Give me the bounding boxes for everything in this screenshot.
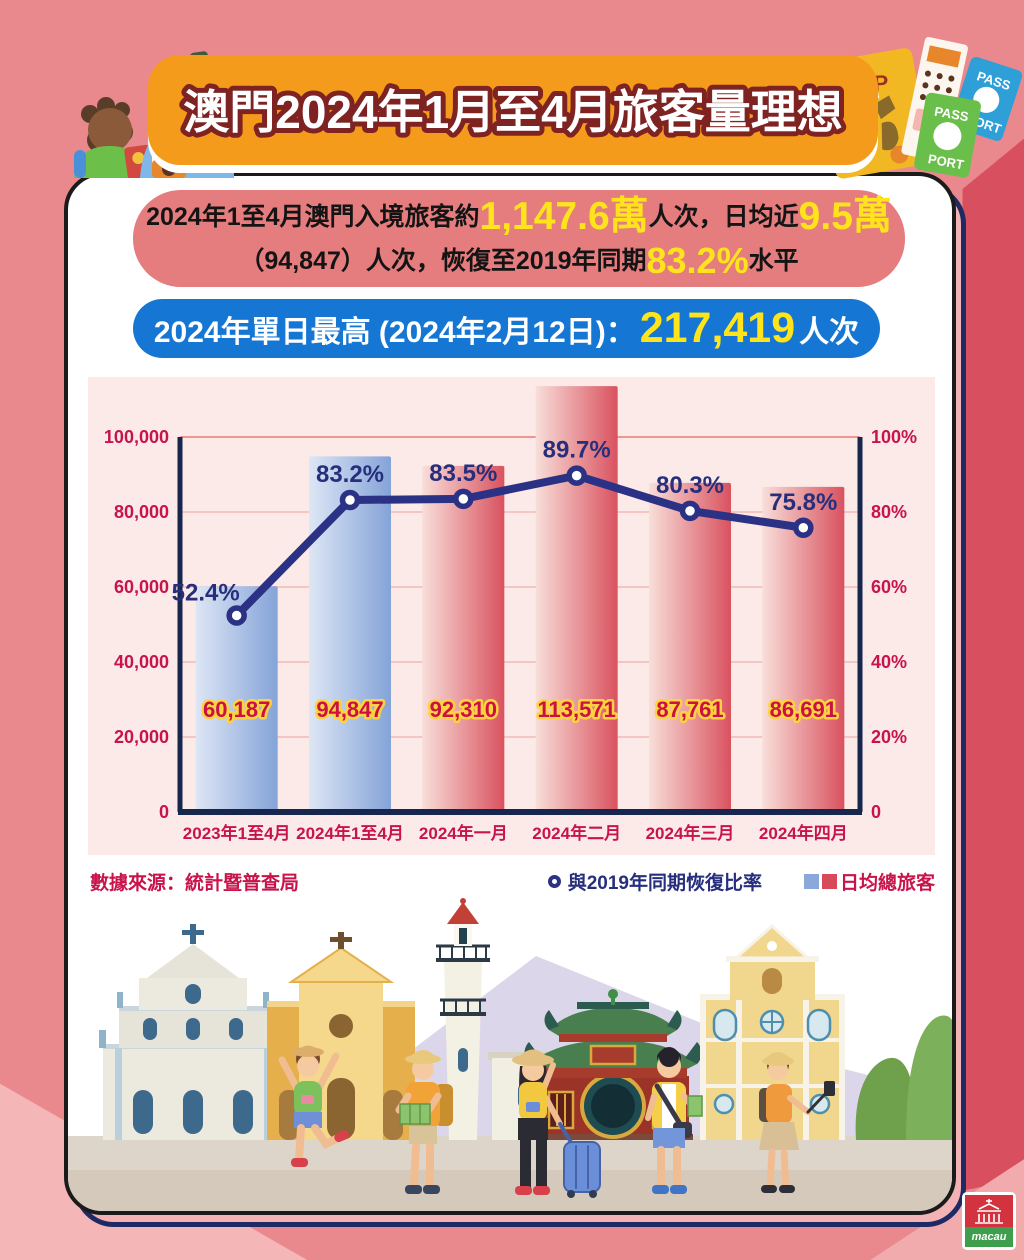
tree-left (855, 1057, 915, 1140)
peak-day-suffix: 人次 (799, 315, 860, 349)
bar (309, 456, 391, 812)
line-point-label: 75.8% (769, 489, 837, 516)
traveler-left-illustration (74, 97, 154, 178)
left-axis-tick-label: 100,000 (104, 427, 169, 447)
line-marker (793, 517, 814, 538)
line-marker (679, 500, 701, 522)
line-point-label: 83.5% (429, 460, 497, 487)
page-title: 澳門2024年1月至4月旅客量理想 (183, 86, 843, 138)
bar (422, 465, 505, 812)
left-axis-tick-label: 40,000 (114, 652, 169, 672)
legend-daily-visitors: 日均總旅客 (803, 868, 935, 895)
bar-value-label: 92,310 (430, 697, 497, 722)
right-axis-tick-label: 0 (871, 802, 881, 822)
line-point-label: 52.4% (172, 580, 240, 607)
x-axis-label: 2024年四月 (759, 823, 848, 843)
recovery-rate-line (232, 471, 808, 620)
chart-panel: 0 0 20,000 20% 40,000 40% 60,000 60% 80,000 80% 10… (88, 377, 935, 855)
bar (535, 386, 618, 812)
st-pauls-facade-icon (975, 1199, 1003, 1224)
right-axis-tick-label: 100% (871, 427, 917, 447)
daily-average-value: 9.5萬 (798, 194, 892, 238)
line-point-label: 83.2% (316, 461, 384, 488)
summary-line-1: 2024年1至4月澳門入境旅客約1,147.6萬人次，日均近9.5萬 (146, 194, 892, 238)
st-dominics-church-illustration (700, 923, 845, 1140)
right-axis-tick-label: 40% (871, 652, 907, 672)
line-point-label: 80.3% (656, 472, 724, 499)
x-axis-label: 2024年三月 (646, 823, 735, 843)
legend-red-swatch-icon (821, 874, 837, 889)
left-axis-tick-label: 80,000 (114, 502, 169, 522)
bar (649, 482, 731, 812)
tourist-man-with-tickets (645, 1047, 703, 1194)
ruins-of-st-pauls-illustration (99, 924, 287, 1140)
x-axis-label: 2024年二月 (532, 823, 621, 843)
data-source: 數據來源：統計暨普查局 (90, 873, 300, 894)
summary-line-2: （94,847）人次，恢復至2019年同期83.2%水平 (239, 239, 799, 281)
x-axis-label: 2024年1至4月 (296, 823, 404, 843)
tourist-jumping-girl (278, 1045, 350, 1167)
bar-value-label: 113,571 (538, 697, 616, 722)
x-axis-label: 2024年一月 (419, 823, 508, 843)
left-axis-tick-label: 60,000 (114, 577, 169, 597)
title-banner: 澳門2024年1月至4月旅客量理想 (148, 55, 878, 165)
bar (762, 486, 845, 812)
right-axis-tick-label: 60% (871, 577, 907, 597)
bar (195, 586, 278, 812)
right-axis-tick-label: 80% (871, 502, 907, 522)
visitors-chart: 0 0 20,000 20% 40,000 40% 60,000 60% 80,000 80% 10… (104, 386, 917, 843)
bar-value-label: 86,691 (770, 697, 837, 722)
summary-box: 2024年1至4月澳門入境旅客約1,147.6萬人次，日均近9.5萬 （94,8… (133, 190, 905, 287)
yellow-church-illustration (267, 932, 415, 1140)
legend-blue-swatch-icon (803, 874, 819, 889)
x-axis-label: 2023年1至4月 (183, 823, 291, 843)
peak-day-label: 2024年單日最高 (2024年2月12日)： (153, 315, 636, 349)
content-card: 2024年1至4月澳門入境旅客約1,147.6萬人次，日均近9.5萬 （94,8… (64, 172, 956, 1215)
bar-value-label: 60,187 (203, 697, 270, 722)
logo-emblem (965, 1195, 1013, 1227)
line-marker (453, 488, 474, 510)
tree-right (906, 1015, 952, 1140)
chart-legend: 與2019年同期恢復比率 日均總旅客 (547, 868, 935, 895)
peak-day-box: 2024年單日最高 (2024年2月12日)： 217,419 人次 (133, 299, 880, 358)
line-marker (566, 465, 587, 486)
bar-value-label: 94,847 (316, 697, 383, 722)
tourist-backpacker-man (395, 1050, 453, 1194)
visitor-total-value: 1,147.6萬 (479, 194, 649, 238)
right-axis-tick-label: 20% (871, 727, 907, 747)
left-axis-tick-label: 0 (159, 802, 169, 822)
line-marker (226, 605, 247, 626)
line-marker (339, 489, 361, 511)
legend-recovery-label: 與2019年同期恢復比率 (567, 873, 762, 894)
passport-green-text-bottom: PORT (927, 151, 965, 172)
ground-lower (68, 1170, 952, 1211)
tourist-woman-selfie-stick (759, 1052, 835, 1193)
legend-recovery-line: 與2019年同期恢復比率 (547, 868, 762, 895)
bar-value-label: 87,761 (656, 697, 723, 722)
recovery-rate-value: 83.2% (646, 239, 749, 281)
legend-daily-visitors-label: 日均總旅客 (839, 873, 935, 894)
chart-footer: 數據來源：統計暨普查局 與2019年同期恢復比率 日均總旅客 (90, 868, 935, 895)
logo-wordmark: macau (965, 1227, 1013, 1247)
line-marker-icon (547, 875, 561, 888)
ground-upper (68, 1136, 952, 1173)
line-point-label: 89.7% (543, 437, 611, 464)
passport-green-text-top: PASS (933, 104, 970, 125)
macau-landmarks-illustration (68, 898, 952, 1211)
peak-day-value: 217,419 (639, 304, 796, 352)
macau-tourism-logo: macau (962, 1192, 1016, 1250)
tourist-woman-with-suitcase (512, 1049, 601, 1198)
left-axis-tick-label: 20,000 (114, 727, 169, 747)
